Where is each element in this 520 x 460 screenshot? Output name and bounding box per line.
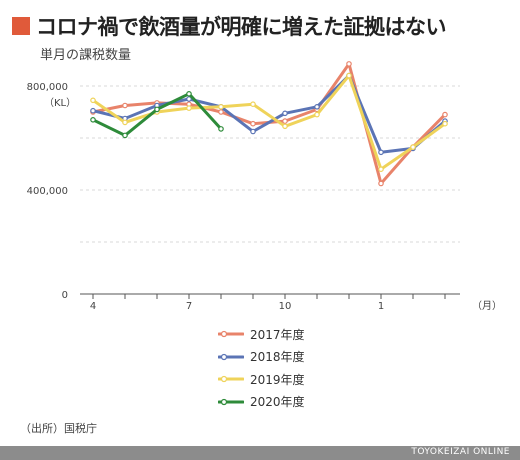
data-point-4	[218, 126, 224, 132]
y-tick-label: 400,000	[27, 186, 68, 197]
title-accent-square	[12, 17, 30, 35]
data-point-3	[186, 105, 192, 111]
data-point-4	[186, 91, 192, 97]
data-point-1	[282, 118, 288, 124]
legend-swatch	[218, 331, 244, 338]
source-note: （出所）国税庁	[20, 422, 97, 435]
data-point-3	[90, 97, 96, 104]
legend-item: 2020年度	[218, 391, 305, 414]
data-point-3	[378, 166, 384, 173]
x-tick-label: 4	[90, 301, 96, 312]
y-axis-unit: （KL）	[44, 97, 76, 109]
chart-title: コロナ禍で飲酒量が明確に増えた証拠はない	[36, 15, 447, 39]
data-point-1	[218, 109, 224, 115]
data-point-2	[282, 110, 288, 117]
x-tick-label: 10	[279, 301, 292, 312]
data-point-1	[346, 61, 352, 67]
x-axis-unit: （月）	[472, 300, 502, 312]
data-point-3	[122, 119, 128, 126]
data-point-3	[442, 120, 448, 127]
data-point-3	[314, 111, 320, 118]
legend-swatch	[218, 376, 244, 383]
footer-bar: TOYOKEIZAI ONLINE	[0, 446, 520, 460]
data-point-2	[314, 104, 320, 110]
data-point-1	[250, 120, 256, 127]
data-point-3	[410, 144, 416, 150]
data-point-1	[442, 111, 448, 118]
data-point-4	[154, 106, 160, 113]
series-line-2	[91, 74, 447, 154]
data-point-1	[378, 180, 384, 187]
legend-label: 2019年度	[250, 372, 305, 387]
data-point-3	[218, 104, 224, 110]
legend-swatch	[218, 398, 244, 405]
x-tick-label: 1	[378, 301, 384, 312]
chart-subtitle: 単月の課税数量	[40, 48, 132, 63]
legend-item: 2019年度	[218, 368, 305, 391]
title-bar: コロナ禍で飲酒量が明確に増えた証拠はない	[12, 12, 447, 40]
legend-label: 2017年度	[250, 327, 305, 342]
y-tick-label: 0	[62, 290, 68, 301]
legend-item: 2018年度	[218, 346, 305, 369]
data-point-2	[378, 149, 384, 156]
legend-label: 2020年度	[250, 395, 305, 410]
x-tick-label: 7	[186, 301, 192, 312]
legend-item: 2017年度	[218, 323, 305, 346]
data-point-3	[250, 101, 256, 108]
legend-label: 2018年度	[250, 350, 305, 365]
data-point-1	[122, 102, 128, 109]
data-point-3	[282, 123, 288, 130]
y-tick-label: 800,000	[27, 82, 68, 93]
data-point-3	[346, 72, 352, 79]
line-chart: 0 400,000 800,000 （KL） 4 7 10 1 （月）	[27, 61, 502, 312]
chart-legend: 2017年度 2018年度 2019年度 2020年度	[218, 323, 305, 413]
footer-brand: TOYOKEIZAI ONLINE	[411, 447, 510, 457]
data-point-2	[250, 128, 256, 135]
data-point-2	[90, 107, 96, 114]
data-point-4	[122, 132, 128, 139]
data-point-4	[90, 117, 96, 123]
legend-swatch	[218, 353, 244, 360]
data-point-2	[186, 96, 192, 102]
